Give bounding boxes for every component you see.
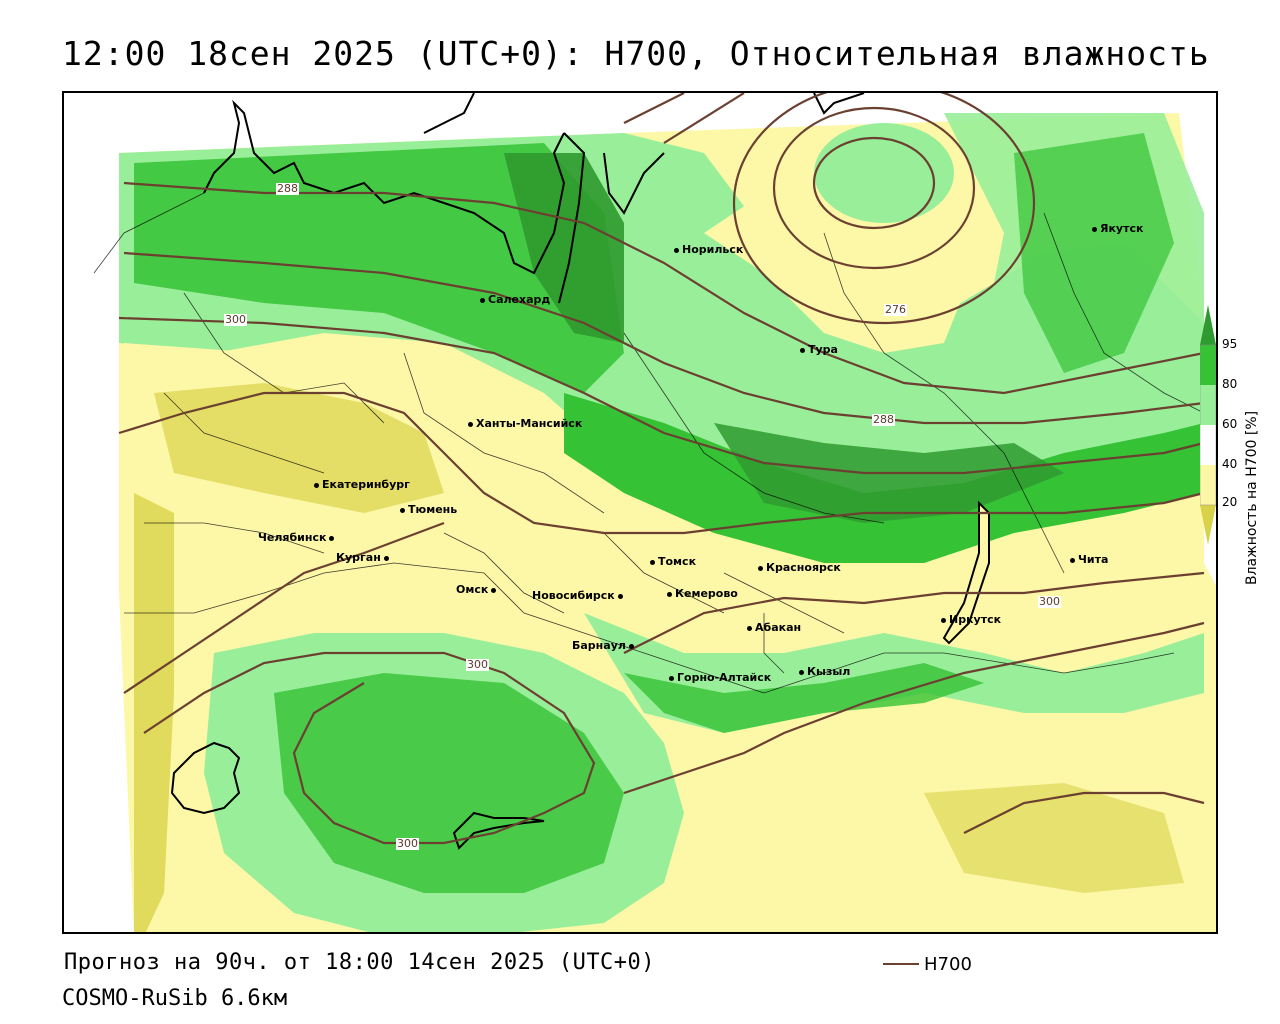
city-dot [491,587,497,593]
city-dot [669,675,674,681]
contour-label: 276 [884,303,907,316]
city-label: Екатеринбург [314,478,410,491]
colorbar-tick: 40 [1222,457,1238,471]
contour-label: 300 [466,658,489,671]
forecast-info: Прогноз на 90ч. от 18:00 14сен 2025 (UTC… [64,950,656,975]
contour-label: 300 [1038,595,1061,608]
city-dot [617,593,623,599]
colorbar-tick: 60 [1222,417,1238,431]
city-label: Барнаул [572,639,637,652]
city-label: Омск [456,583,499,596]
colorbar-title: Влажность на H700 [%] [1244,410,1260,585]
city-label: Кемерово [667,587,738,600]
contour-label: 288 [872,413,895,426]
city-label: Челябинск [258,531,337,544]
contour-label: 288 [276,182,299,195]
colorbar-tick: 20 [1222,495,1238,509]
city-dot [383,555,389,561]
city-label: Томск [650,555,696,568]
city-dot [314,482,319,488]
city-dot [1092,226,1097,232]
city-dot [400,507,405,513]
map-title: 12:00 18сен 2025 (UTC+0): H700, Относите… [62,34,1210,73]
city-label: Тюмень [400,503,457,516]
humidity-colorbar [1200,305,1216,545]
colorbar-tick: 95 [1222,337,1238,351]
city-label: Новосибирск [532,589,626,602]
city-label: Норильск [674,243,743,256]
city-dot [628,643,634,649]
city-label: Кызыл [799,665,850,678]
city-label: Горно-Алтайск [669,671,771,684]
city-label: Абакан [747,621,801,634]
colorbar-tick: 80 [1222,377,1238,391]
city-dot [667,591,672,597]
city-dot [800,347,805,353]
model-name: COSMO-RuSib 6.6км [62,986,288,1011]
city-label: Ханты-Мансийск [468,417,582,430]
city-dot [799,669,804,675]
weather-map: 288 300 276 288 300 300 300 Якутск Норил… [62,91,1218,934]
city-dot [468,421,473,427]
city-dot [1070,557,1075,563]
city-label: Красноярск [758,561,841,574]
city-label: Якутск [1092,222,1143,235]
city-dot [758,565,763,571]
city-label: Курган [336,551,392,564]
city-label: Чита [1070,553,1108,566]
city-dot [674,247,679,253]
contour-legend-label: H700 [924,954,972,975]
contour-label: 300 [396,837,419,850]
city-label: Иркутск [941,613,1001,626]
city-label: Тура [800,343,838,356]
contour-legend-line [883,963,919,965]
city-dot [747,625,752,631]
city-dot [650,559,655,565]
map-field [64,93,1216,932]
city-dot [329,535,335,541]
city-dot [480,297,485,303]
contour-label: 300 [224,313,247,326]
city-label: Салехард [480,293,550,306]
city-dot [941,617,946,623]
